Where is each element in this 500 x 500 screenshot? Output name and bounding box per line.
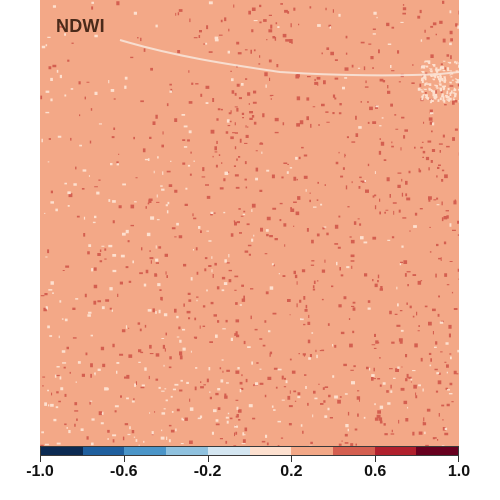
colorbar-segment xyxy=(416,447,459,455)
colorbar-segment xyxy=(166,447,208,455)
colorbar-tick xyxy=(207,456,209,462)
colorbar-tick xyxy=(123,456,125,462)
colorbar-segment xyxy=(207,447,250,455)
colorbar-segment xyxy=(374,447,417,455)
road-line xyxy=(119,39,459,77)
colorbar-tick-label: -0.2 xyxy=(193,463,222,480)
colorbar-segment xyxy=(249,447,292,455)
colorbar-tick xyxy=(375,456,377,462)
colorbar-segment xyxy=(41,447,83,455)
colorbar-tick-label: -0.6 xyxy=(110,463,138,480)
colorbar-tick xyxy=(291,456,293,462)
colorbar-segment xyxy=(291,447,333,455)
colorbar xyxy=(40,446,459,456)
colorbar-tick xyxy=(458,456,459,462)
colorbar-segment xyxy=(82,447,125,455)
colorbar-tick-label: 1.0 xyxy=(447,463,471,480)
colorbar-tick-label: 0.6 xyxy=(364,463,387,480)
urban-cluster xyxy=(420,60,459,104)
ndwi-raster xyxy=(40,0,459,448)
map-title: NDWI xyxy=(56,16,105,36)
ndwi-map-panel xyxy=(40,0,459,448)
colorbar-tick-label: -1.0 xyxy=(26,463,54,480)
colorbar-segment xyxy=(332,447,375,455)
colorbar-tick-label: 0.2 xyxy=(280,463,303,480)
colorbar-segment xyxy=(124,447,167,455)
colorbar-tick xyxy=(40,456,41,462)
